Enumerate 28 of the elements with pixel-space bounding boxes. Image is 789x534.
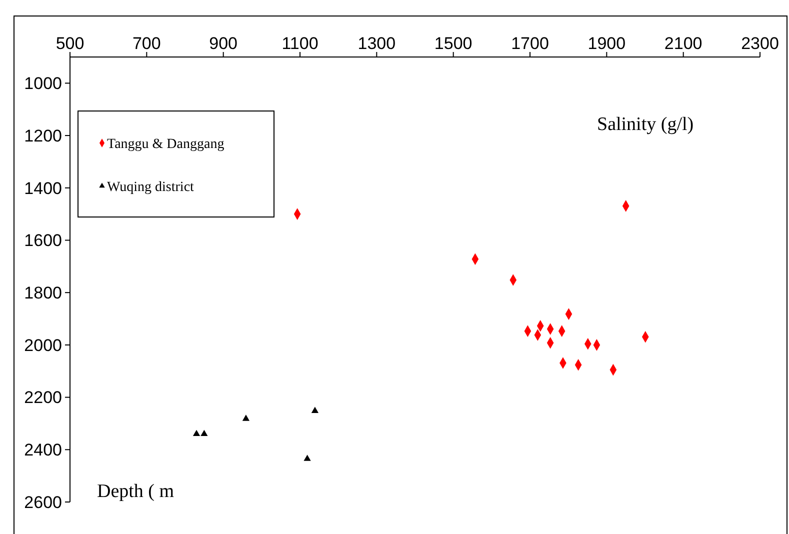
x-tick-label: 500 bbox=[56, 34, 84, 53]
x-tick-label: 900 bbox=[209, 34, 238, 53]
y-tick-label: 1400 bbox=[24, 178, 62, 198]
point bbox=[200, 430, 208, 436]
y-tick-label: 1600 bbox=[24, 231, 62, 250]
y-tick-label: 1800 bbox=[24, 284, 62, 303]
x-tick-label: 1500 bbox=[434, 34, 472, 53]
y-tick-label: 2600 bbox=[24, 492, 62, 512]
point bbox=[304, 454, 311, 461]
y-tick-label: 1200 bbox=[24, 126, 62, 146]
y-tick-label: 2400 bbox=[24, 440, 62, 460]
x-tick-label: 2300 bbox=[741, 34, 779, 53]
x-axis-title: Salinity (g/l) bbox=[597, 114, 694, 135]
x-tick-label: 1100 bbox=[282, 34, 318, 53]
legend-label: Tanggu & Danggang bbox=[107, 136, 224, 152]
x-tick-label: 1900 bbox=[588, 34, 626, 53]
point bbox=[311, 406, 319, 413]
x-tick-label: 2100 bbox=[664, 34, 702, 53]
y-tick-label: 2000 bbox=[24, 336, 62, 355]
y-tick-label: 1000 bbox=[24, 74, 62, 94]
y-axis-title: Depth ( m bbox=[97, 481, 174, 502]
x-tick-label: 1700 bbox=[511, 34, 549, 53]
point bbox=[242, 414, 250, 421]
x-tick-label: 1300 bbox=[358, 34, 396, 53]
y-tick-label: 2200 bbox=[24, 388, 62, 408]
legend-label: Wuqing district bbox=[107, 180, 194, 195]
x-tick-label: 700 bbox=[132, 34, 161, 53]
point bbox=[192, 430, 200, 436]
